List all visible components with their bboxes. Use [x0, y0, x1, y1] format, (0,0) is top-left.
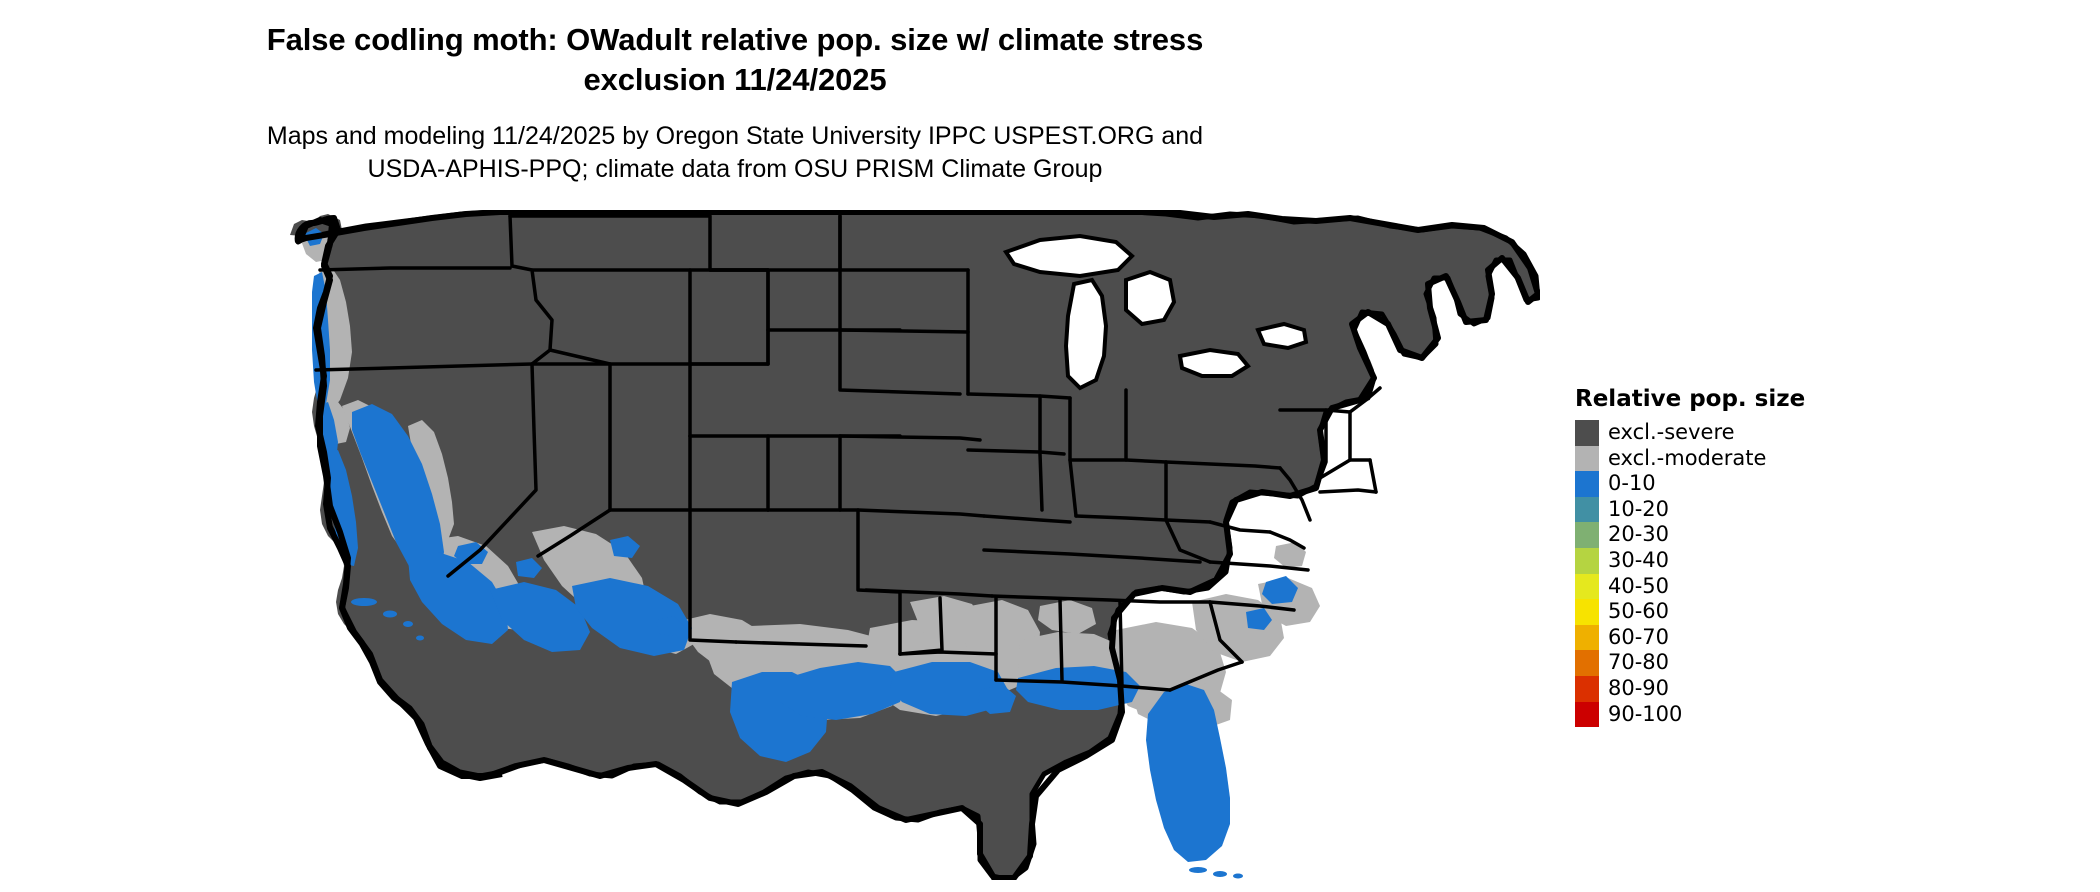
title-line-2: exclusion 11/24/2025 — [583, 62, 887, 97]
legend-item: 80-90 — [1575, 675, 1805, 702]
page-subtitle: Maps and modeling 11/24/2025 by Oregon S… — [0, 120, 1470, 186]
subtitle-line-2: USDA-APHIS-PPQ; climate data from OSU PR… — [367, 155, 1103, 183]
subtitle-line-1: Maps and modeling 11/24/2025 by Oregon S… — [266, 122, 1204, 150]
map-state-boundaries — [314, 214, 1382, 692]
legend-label: 20-30 — [1608, 522, 1670, 547]
map-container — [280, 210, 1540, 880]
legend-item: 90-100 — [1575, 701, 1805, 728]
legend-label: excl.-severe — [1608, 420, 1735, 444]
legend-swatch — [1575, 650, 1599, 676]
legend-swatch — [1575, 573, 1599, 600]
legend-rows: excl.-severe excl.-moderate 0-10 10-20 20-30… — [1575, 420, 1805, 728]
legend-label: 50-60 — [1608, 599, 1670, 624]
legend-swatch — [1575, 445, 1599, 472]
map-great-lakes — [1002, 233, 1309, 391]
legend-item: 60-70 — [1575, 624, 1805, 651]
legend-item: 30-40 — [1575, 547, 1805, 574]
conus-outline — [297, 210, 1540, 880]
lake-michigan — [1063, 277, 1109, 391]
legend-item: excl.-severe — [1575, 420, 1805, 446]
legend-title: Relative pop. size — [1575, 386, 1806, 412]
us-choropleth-map — [290, 210, 1540, 880]
legend-label: 30-40 — [1608, 547, 1670, 572]
legend-swatch — [1575, 471, 1599, 497]
legend-label: 40-50 — [1608, 573, 1670, 598]
legend-label: 10-20 — [1608, 496, 1670, 521]
lake-erie — [1177, 347, 1252, 378]
page-title: False codling moth: OWadult relative pop… — [0, 20, 1470, 100]
legend-swatch — [1575, 547, 1599, 574]
title-line-1: False codling moth: OWadult relative pop… — [266, 22, 1204, 57]
legend-label: 70-80 — [1608, 650, 1670, 675]
legend-item: 50-60 — [1575, 599, 1805, 625]
legend-swatch — [1575, 701, 1599, 728]
legend-item: 40-50 — [1575, 573, 1805, 600]
legend-item: 20-30 — [1575, 522, 1805, 548]
legend-swatch — [1575, 675, 1599, 702]
legend-item: 70-80 — [1575, 650, 1805, 676]
legend-swatch — [1575, 522, 1599, 548]
legend-item: excl.-moderate — [1575, 445, 1805, 472]
legend-item: 10-20 — [1575, 496, 1805, 523]
lake-superior — [1002, 233, 1135, 279]
legend-swatch — [1575, 496, 1599, 523]
map-detail-group — [300, 228, 1320, 879]
legend-item: 0-10 — [1575, 471, 1805, 497]
legend-swatch — [1575, 599, 1599, 625]
legend-label: 60-70 — [1608, 624, 1670, 649]
map-legend: Relative pop. size excl.-severe excl.-mod… — [1575, 386, 1806, 728]
lake-ontario — [1255, 321, 1309, 351]
legend-swatch — [1575, 624, 1599, 651]
legend-swatch — [1575, 420, 1599, 446]
legend-label: excl.-moderate — [1608, 445, 1767, 470]
lake-huron — [1124, 269, 1177, 327]
legend-label: 0-10 — [1608, 471, 1656, 496]
legend-label: 90-100 — [1608, 701, 1683, 726]
legend-label: 80-90 — [1608, 675, 1670, 700]
